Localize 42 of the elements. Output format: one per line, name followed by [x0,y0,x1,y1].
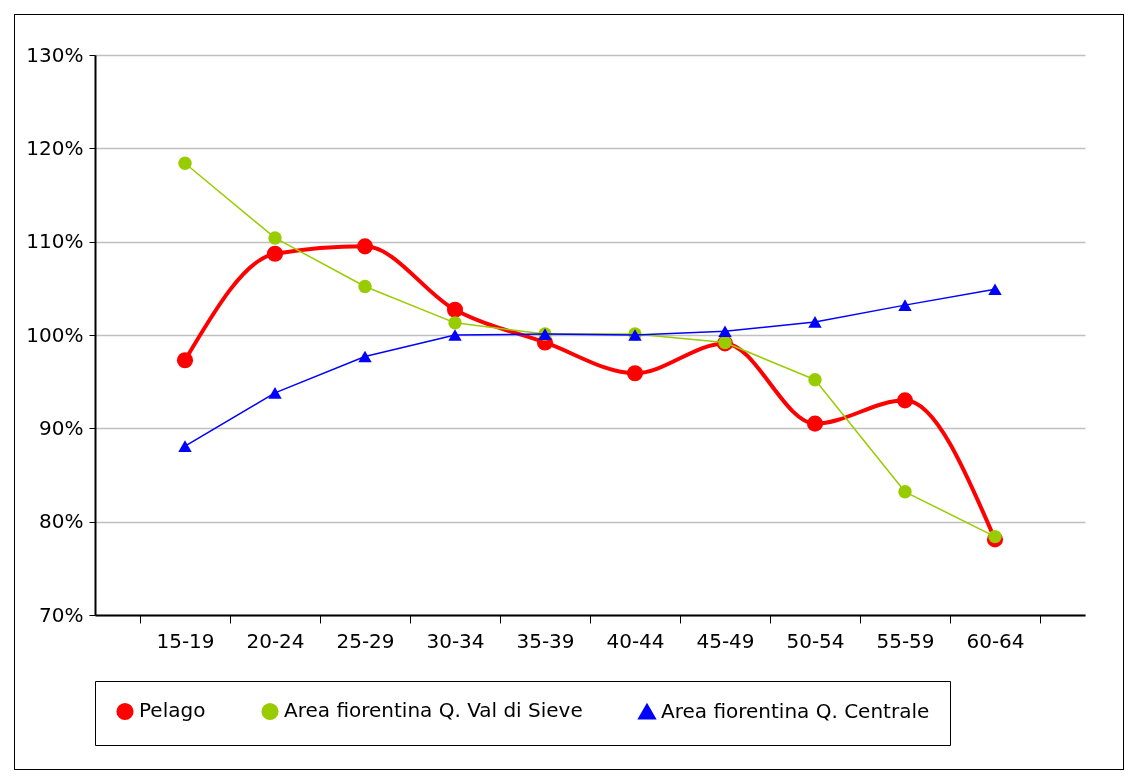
point [988,283,1002,296]
x-tick-label: 45-49 [696,628,755,653]
x-tick-label: 25-29 [336,628,395,653]
point [898,299,912,311]
y-tick-label: 120% [26,135,84,160]
point [448,316,462,330]
legend-label: Pelago [139,698,206,723]
x-tick-label: 60-64 [966,628,1025,653]
point [356,238,374,255]
x-tick-label: 40-44 [606,628,665,653]
point [446,301,464,318]
x-tick-label: 15-19 [156,628,215,653]
point [176,352,194,369]
point [358,350,372,363]
point [988,529,1002,544]
x-tick-label: 30-34 [426,628,485,653]
point [808,373,822,387]
y-tick-label: 110% [26,229,84,254]
point [898,485,912,499]
point [808,316,822,328]
y-tick-label: 90% [39,415,84,440]
point [358,279,372,294]
point [718,325,732,338]
point [896,392,914,409]
point [178,156,192,170]
point [266,245,284,262]
y-tick-label: 100% [26,322,84,347]
legend-label: Area fiorentina Q. Centrale [661,698,930,723]
y-tick-label: 80% [39,509,84,534]
point [448,329,462,341]
x-tick-label: 55-59 [876,628,935,653]
point [268,387,282,399]
legend-label: Area fiorentina Q. Val di Sieve [284,698,583,723]
point [806,415,824,432]
x-tick-label: 35-39 [516,628,575,653]
point [626,365,644,382]
x-tick-label: 20-24 [246,628,305,653]
y-tick-label: 70% [39,602,84,627]
point [178,440,192,452]
y-tick-label: 130% [26,42,84,67]
x-tick-label: 50-54 [786,628,845,653]
point [268,231,282,245]
